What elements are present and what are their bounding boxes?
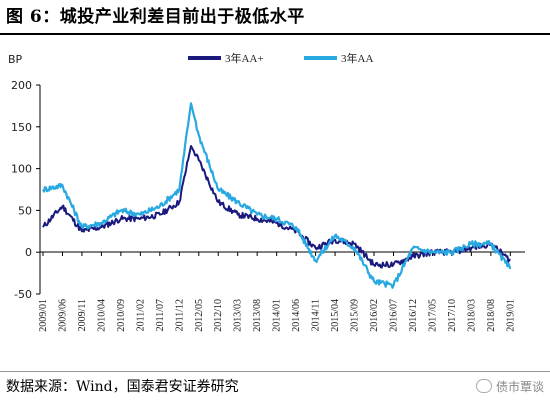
x-tick-label: 2009/01 [38, 299, 49, 332]
x-tick-label: 2011/02 [135, 299, 146, 331]
x-tick-label: 2019/01 [505, 299, 516, 332]
x-tick-label: 2016/02 [369, 299, 380, 332]
x-tick-label: 2009/11 [77, 299, 88, 331]
x-tick-label: 2009/06 [57, 299, 68, 332]
series-group [42, 102, 512, 289]
legend-label: 3年AA+ [225, 51, 264, 65]
x-ticks: 2009/01 2009/06 2009/11 2010/04 2010/09 2011/… [38, 252, 516, 332]
y-tick-label: -50 [14, 288, 32, 301]
y-tick-label: 50 [18, 204, 32, 217]
x-tick-label: 2013/08 [252, 299, 263, 332]
x-tick-label: 2014/06 [291, 299, 302, 332]
y-tick-label: 0 [25, 246, 32, 259]
title-rule [0, 33, 550, 35]
watermark: 债市覃谈 [475, 378, 544, 395]
y-tick-label: 150 [11, 121, 32, 134]
x-tick-label: 2013/03 [233, 299, 244, 332]
x-tick-label: 2015/09 [350, 299, 361, 332]
x-tick-label: 2018/03 [466, 299, 477, 332]
figure-title: 图 6：城投产业利差目前出于极低水平 [6, 7, 305, 27]
y-unit-label: BP [8, 53, 23, 66]
x-tick-label: 2017/05 [427, 299, 438, 332]
x-tick-label: 2010/09 [116, 299, 127, 332]
series-line [42, 145, 511, 269]
source-note: 数据来源：Wind，国泰君安证券研究 [6, 379, 239, 395]
x-tick-label: 2012/10 [213, 299, 224, 332]
x-tick-label: 2012/05 [194, 299, 205, 332]
x-tick-label: 2011/07 [155, 299, 166, 331]
x-tick-label: 2011/12 [174, 299, 185, 331]
x-tick-label: 2010/04 [96, 299, 107, 332]
y-ticks: -50 0 50 100 150 200 [11, 79, 40, 301]
x-tick-label: 2018/08 [486, 299, 497, 332]
source-rule [0, 371, 550, 372]
y-tick-label: 200 [11, 79, 32, 92]
x-tick-label: 2014/01 [272, 299, 283, 332]
legend: 3年AA+ 3年AA [188, 51, 373, 65]
series-line [42, 102, 512, 289]
x-tick-label: 2016/07 [388, 299, 399, 332]
wechat-icon [475, 379, 492, 393]
y-tick-label: 100 [11, 163, 32, 176]
watermark-text: 债市覃谈 [495, 380, 544, 394]
x-tick-label: 2017/10 [447, 299, 458, 332]
legend-label: 3年AA [341, 51, 373, 65]
x-tick-label: 2014/11 [311, 299, 322, 331]
line-chart: BP -50 0 50 100 150 200 2009/01 2009/06 2009/11… [8, 51, 525, 332]
x-tick-label: 2016/12 [408, 299, 419, 332]
x-tick-label: 2015/04 [330, 299, 341, 332]
